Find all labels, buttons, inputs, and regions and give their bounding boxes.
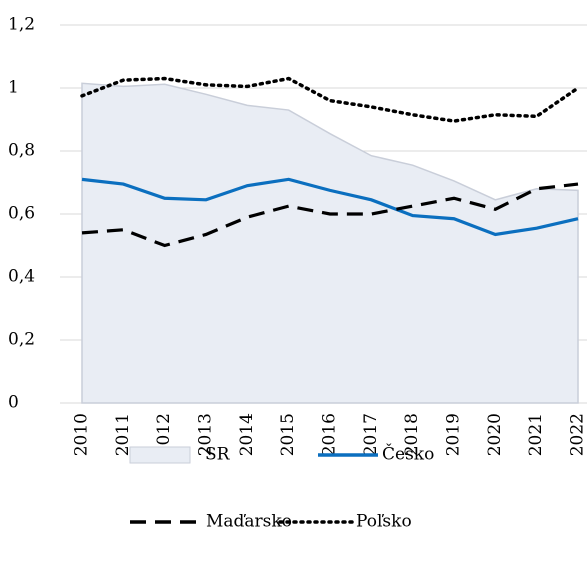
line bbox=[81, 182, 579, 248]
legend-label: Česko bbox=[382, 444, 434, 465]
y-tick-label: 1 bbox=[8, 78, 19, 98]
y-tick-label: 1,2 bbox=[8, 15, 35, 35]
y-tick-label: 0,4 bbox=[8, 267, 35, 287]
legend-item: Poľsko bbox=[278, 512, 412, 532]
x-tick-label: 2021 bbox=[526, 413, 546, 456]
x-tick-label: 2018 bbox=[402, 413, 422, 456]
x-tick-label: 2020 bbox=[485, 413, 505, 456]
legend-label: SR bbox=[205, 445, 231, 465]
legend-swatch bbox=[129, 446, 191, 464]
x-tick-label: 2017 bbox=[361, 413, 381, 456]
x-tick-label: 2022 bbox=[568, 413, 587, 456]
legend-item: Maďarsko bbox=[130, 512, 292, 532]
area bbox=[81, 82, 579, 404]
y-tick-label: 0,8 bbox=[8, 141, 35, 161]
legend-item: SR bbox=[129, 445, 231, 465]
x-tick-label: 2012 bbox=[154, 413, 174, 456]
legend-label: Maďarsko bbox=[206, 512, 292, 532]
x-tick-label: 2011 bbox=[113, 413, 133, 456]
x-tick-label: 2016 bbox=[320, 413, 340, 456]
line bbox=[80, 76, 580, 123]
y-tick-label: 0,2 bbox=[8, 330, 35, 350]
x-tick-label: 2010 bbox=[72, 413, 92, 456]
x-tick-label: 2014 bbox=[237, 413, 257, 456]
x-tick-label: 2013 bbox=[196, 413, 216, 456]
legend-item: Česko bbox=[318, 444, 434, 465]
x-tick-label: 2019 bbox=[444, 413, 464, 456]
line bbox=[81, 177, 579, 237]
y-tick-label: 0,6 bbox=[8, 204, 35, 224]
x-tick-label: 2015 bbox=[278, 413, 298, 456]
legend-label: Poľsko bbox=[356, 512, 412, 532]
y-tick-label: 0 bbox=[8, 393, 19, 413]
